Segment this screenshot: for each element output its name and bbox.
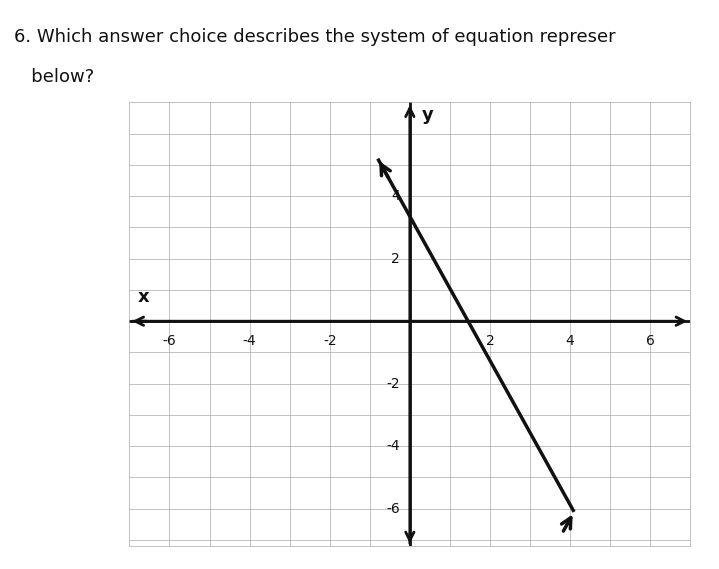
Text: 6. Which answer choice describes the system of equation represer: 6. Which answer choice describes the sys… (14, 28, 616, 47)
Text: -2: -2 (386, 377, 400, 391)
Text: below?: below? (14, 68, 95, 86)
Text: 4: 4 (566, 333, 574, 348)
Text: -6: -6 (386, 502, 400, 516)
Text: y: y (422, 105, 434, 123)
Text: 2: 2 (391, 251, 400, 266)
Text: 6: 6 (646, 333, 654, 348)
Text: x: x (137, 287, 149, 306)
Text: -4: -4 (386, 439, 400, 453)
Text: -2: -2 (323, 333, 336, 348)
Text: -6: -6 (162, 333, 176, 348)
Text: 2: 2 (485, 333, 495, 348)
Text: -4: -4 (243, 333, 257, 348)
Text: 4: 4 (391, 189, 400, 203)
